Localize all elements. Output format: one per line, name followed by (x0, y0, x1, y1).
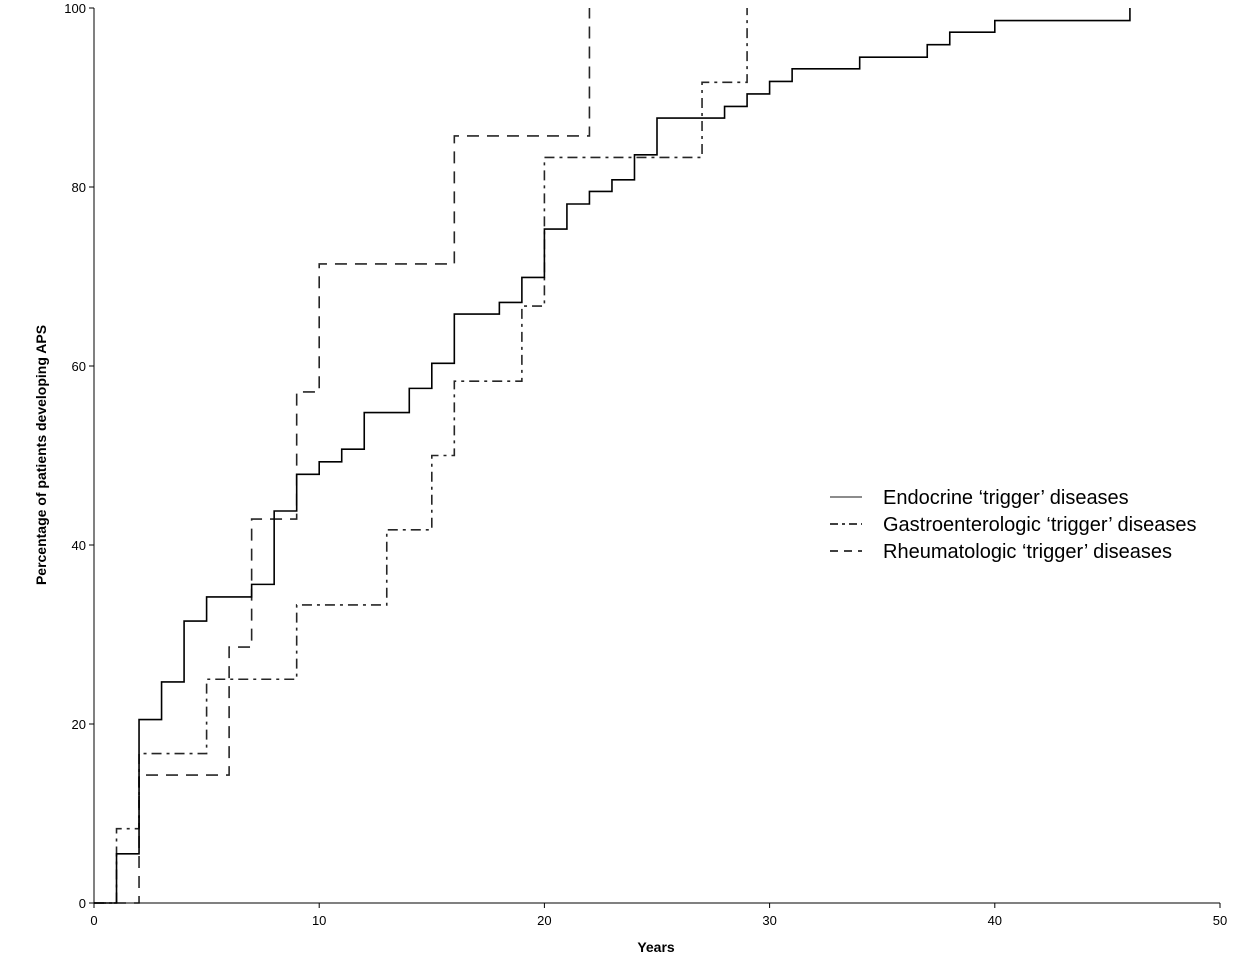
rheumatologic-series-line (94, 8, 591, 904)
y-tick-label: 80 (72, 180, 86, 195)
gastroenterologic-series-line (94, 8, 748, 904)
x-tick-label: 0 (90, 913, 97, 928)
legend-label-rheumatologic: Rheumatologic ‘trigger’ diseases (883, 541, 1172, 563)
series-layer (94, 8, 1131, 904)
x-tick-label: 10 (312, 913, 326, 928)
legend-label-endocrine: Endocrine ‘trigger’ diseases (883, 487, 1129, 509)
y-tick-label: 60 (72, 359, 86, 374)
x-tick-label: 40 (988, 913, 1002, 928)
x-tick-label: 30 (762, 913, 776, 928)
y-tick-label: 0 (79, 896, 86, 911)
axes: 0 10 20 30 40 50 0 20 40 60 80 100 (64, 1, 1227, 928)
x-tick-label: 20 (537, 913, 551, 928)
endocrine-series-line (94, 8, 1131, 904)
y-tick-label: 100 (64, 1, 86, 16)
y-tick-label: 40 (72, 538, 86, 553)
legend: Endocrine ‘trigger’ diseases Gastroentero… (830, 487, 1197, 563)
x-axis-title: Years (637, 939, 675, 955)
x-tick-label: 50 (1213, 913, 1227, 928)
legend-label-gastroenterologic: Gastroenterologic ‘trigger’ diseases (883, 514, 1197, 536)
y-axis-title: Percentage of patients developing APS (33, 325, 49, 585)
y-tick-label: 20 (72, 717, 86, 732)
